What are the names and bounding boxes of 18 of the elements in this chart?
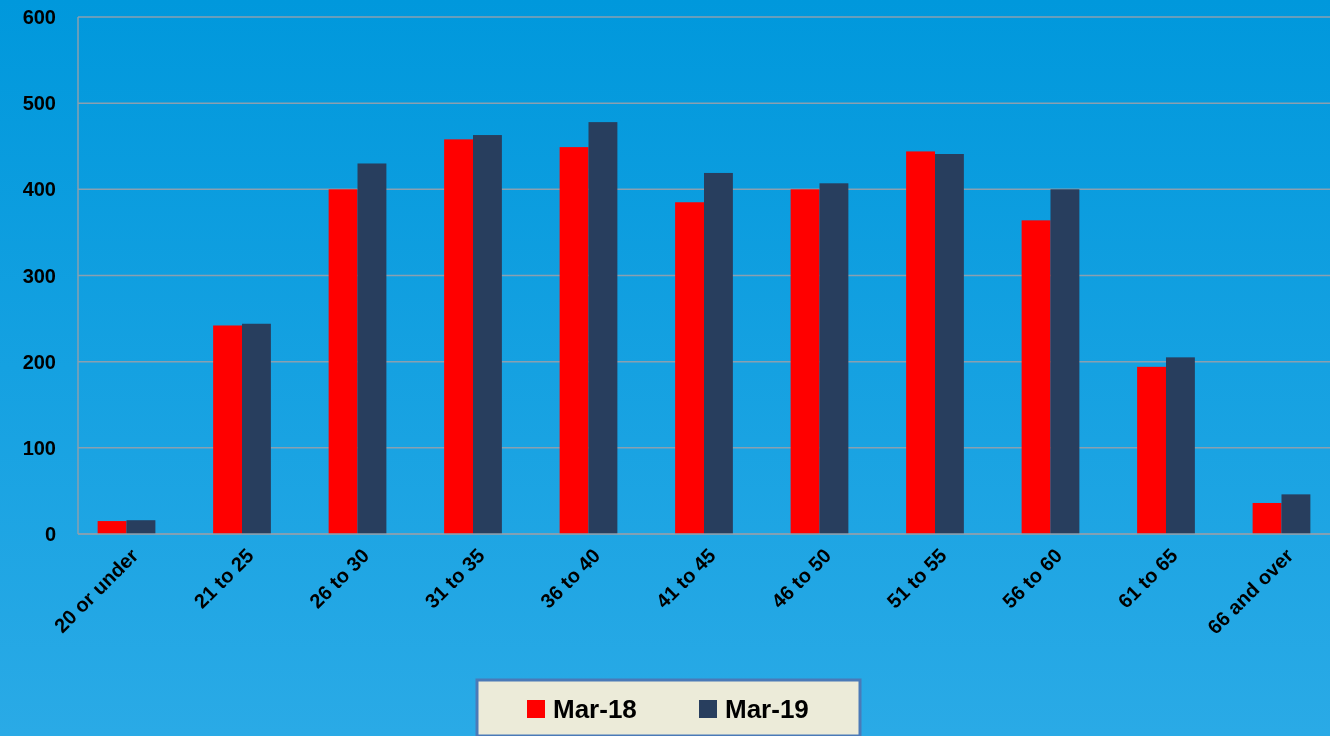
y-tick-label: 100 xyxy=(22,436,56,459)
y-tick-label: 500 xyxy=(22,92,56,115)
x-tick-label: 36 to 40 xyxy=(536,544,605,613)
y-tick-label: 600 xyxy=(22,6,56,28)
legend-label: Mar-18 xyxy=(553,694,637,725)
y-tick-label: 0 xyxy=(44,523,56,545)
x-tick-label: 61 to 65 xyxy=(1113,544,1182,613)
x-tick-label: 46 to 50 xyxy=(767,544,836,613)
y-tick-label: 300 xyxy=(22,264,56,287)
x-tick-label: 26 to 30 xyxy=(305,544,374,613)
y-tick-label: 200 xyxy=(22,350,56,373)
y-tick-label: 400 xyxy=(22,178,56,201)
x-tick-label: 56 to 60 xyxy=(998,544,1067,613)
legend-label: Mar-19 xyxy=(725,694,809,725)
x-tick-label: 41 to 45 xyxy=(651,544,720,613)
x-tick-label: 21 to 25 xyxy=(189,544,258,613)
x-tick-label: 51 to 55 xyxy=(882,544,951,613)
x-tick-label: 31 to 35 xyxy=(420,544,489,613)
